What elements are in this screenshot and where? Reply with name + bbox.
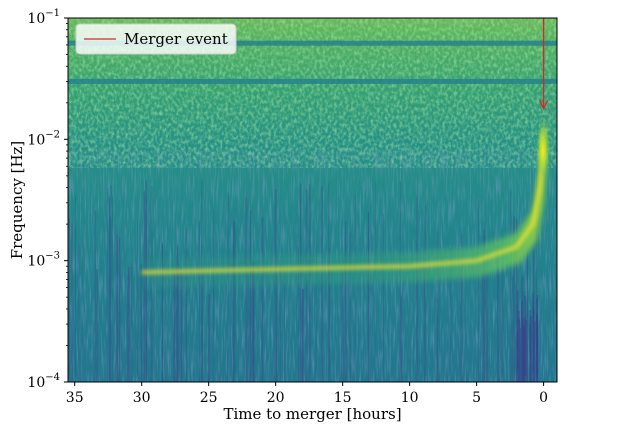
noise-line <box>68 40 557 46</box>
plot-frame <box>67 17 558 383</box>
y-axis-label: Frequency [Hz] <box>8 141 26 260</box>
y-tick-label: 10−4 <box>27 372 60 391</box>
x-tick-label: 10 <box>401 390 419 406</box>
spectrogram-image <box>68 18 557 382</box>
x-tick-label: 0 <box>539 390 548 406</box>
x-tick-label: 5 <box>472 390 481 406</box>
legend: Merger event <box>75 23 237 55</box>
y-tick-label: 10−1 <box>27 8 60 27</box>
x-tick-label: 20 <box>267 390 285 406</box>
x-tick-label: 30 <box>133 390 151 406</box>
x-tick-label: 15 <box>334 390 352 406</box>
legend-box <box>75 23 237 55</box>
x-axis-label: Time to merger [hours] <box>223 405 401 423</box>
x-tick-label: 25 <box>200 390 218 406</box>
y-tick-label: 10−3 <box>27 251 60 270</box>
y-tick-label: 10−2 <box>27 129 60 148</box>
noise-line <box>68 78 557 84</box>
merger-event-arrow <box>539 18 549 110</box>
legend-label-merger-event: Merger event <box>124 30 228 48</box>
x-tick-label: 35 <box>66 390 84 406</box>
